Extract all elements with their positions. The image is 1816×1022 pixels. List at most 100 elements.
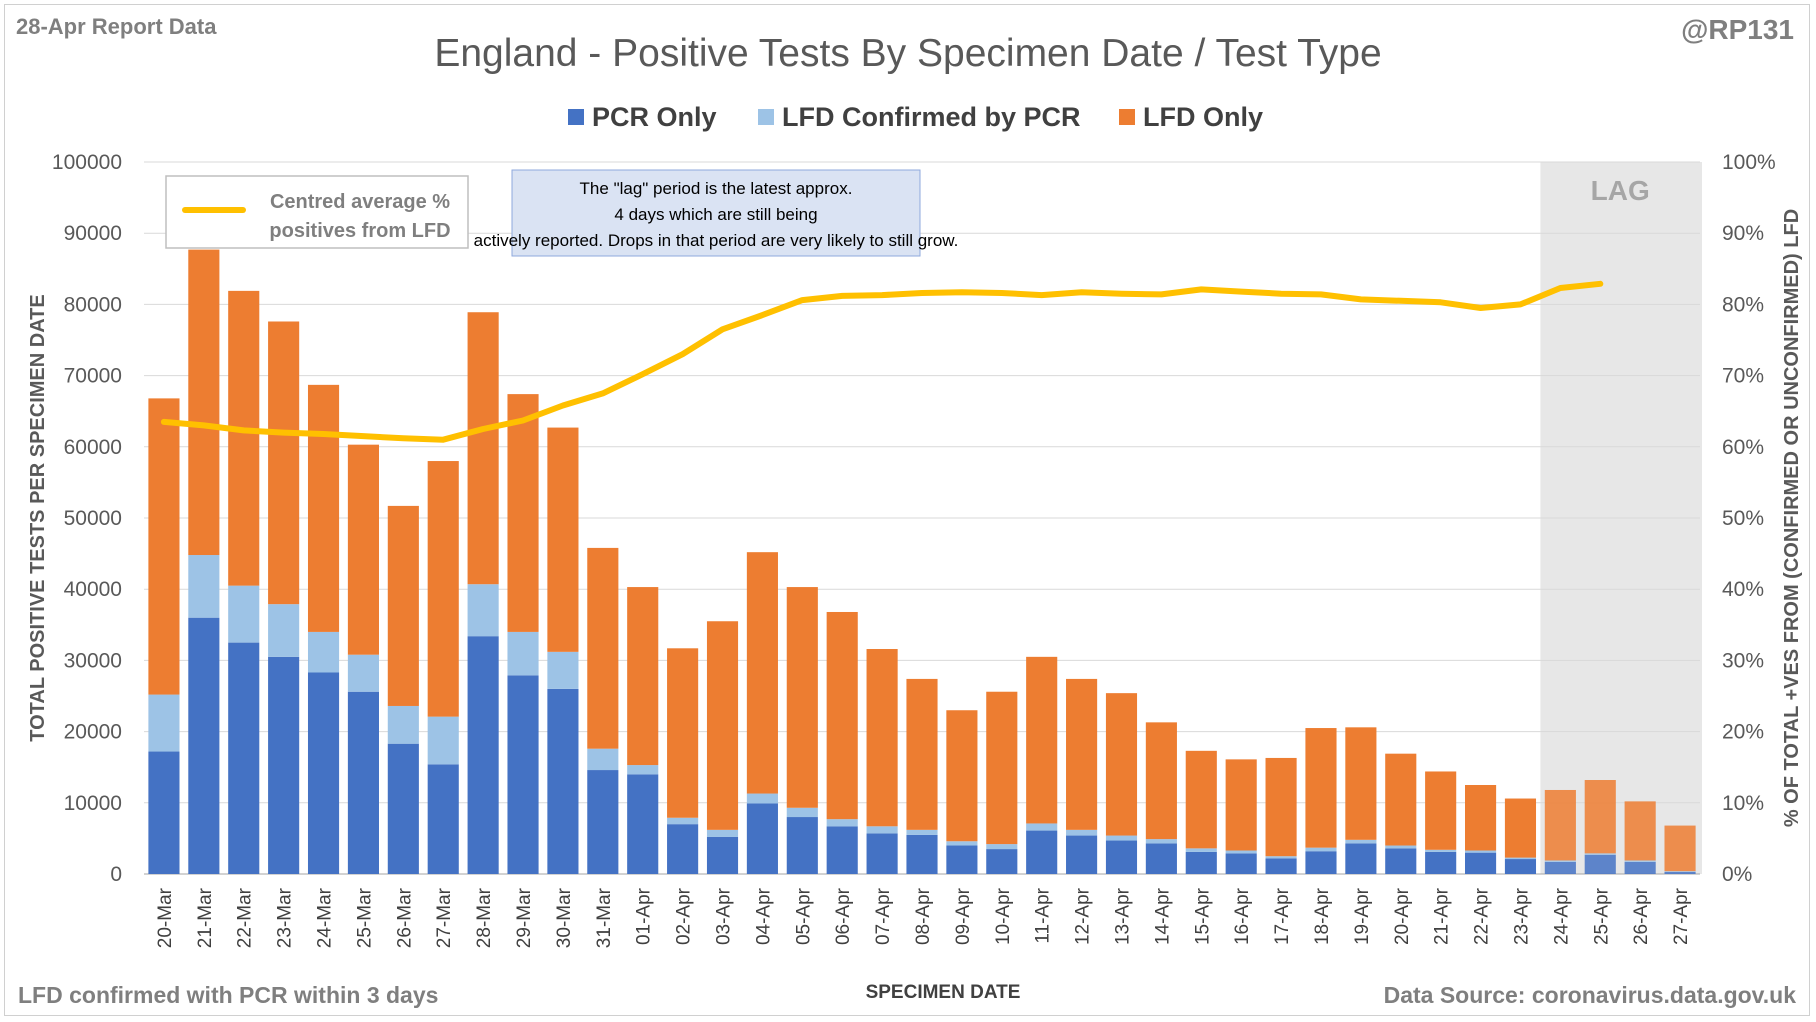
y-tick-label: 0: [110, 863, 122, 886]
legend-label: LFD Only: [1143, 102, 1263, 132]
x-tick-label: 25-Mar: [354, 887, 375, 948]
series-line-lfd-average: [160, 280, 1604, 443]
bar-lfd-confirmed-by-pcr: [706, 829, 739, 837]
lag-note-box: [511, 169, 921, 257]
bar-lfd-only: [667, 648, 699, 818]
bar-lfd-only: [746, 552, 778, 794]
y2-tick-label: 10%: [1722, 792, 1764, 815]
x-axis-title: SPECIMEN DATE: [866, 982, 1021, 1003]
x-tick-label: 21-Apr: [1432, 887, 1453, 945]
y2-tick-label: 90%: [1722, 222, 1764, 245]
x-tick-label: 22-Mar: [235, 887, 256, 948]
bar-lfd-confirmed-by-pcr: [307, 631, 340, 673]
lag-note-text: 4 days which are still being: [614, 205, 817, 224]
bar-lfd-confirmed-by-pcr: [1145, 839, 1177, 844]
bar-lfd-confirmed-by-pcr: [786, 807, 818, 818]
bar-pcr-only: [148, 751, 180, 874]
bar-pcr-only: [1624, 861, 1656, 874]
x-tick-label: 19-Apr: [1352, 887, 1373, 945]
x-tick-label: 09-Apr: [953, 887, 974, 945]
y2-axis-title: % OF TOTAL +VES FROM (CONFIRMED OR UNCON…: [1781, 209, 1803, 827]
bar-lfd-only: [307, 384, 340, 632]
bar-lfd-confirmed-by-pcr: [1305, 847, 1337, 852]
bar-lfd-confirmed-by-pcr: [667, 817, 699, 825]
bar-pcr-only: [627, 774, 659, 874]
bar-lfd-confirmed-by-pcr: [1066, 829, 1098, 836]
bar-lfd-confirmed-by-pcr: [467, 584, 499, 637]
line-legend-label: Centred average %: [270, 191, 450, 213]
legend-label: PCR Only: [592, 102, 717, 132]
bar-lfd-confirmed-by-pcr: [148, 694, 180, 752]
bar-pcr-only: [1105, 840, 1138, 874]
x-tick-label: 01-Apr: [634, 887, 655, 945]
bar-lfd-confirmed-by-pcr: [228, 585, 260, 643]
lag-note-text: The "lag" period is the latest approx.: [580, 179, 853, 198]
bar-lfd-confirmed-by-pcr: [268, 604, 300, 657]
y-axis-title: TOTAL POSITIVE TESTS PER SPECIMEN DATE: [27, 294, 49, 741]
bar-lfd-only: [547, 427, 579, 652]
x-tick-label: 12-Apr: [1073, 887, 1094, 945]
bar-lfd-confirmed-by-pcr: [906, 829, 938, 835]
lag-label: LAG: [1591, 175, 1650, 206]
bar-pcr-only: [1145, 843, 1177, 874]
bar-lfd-confirmed-by-pcr: [347, 654, 379, 692]
bar-lfd-confirmed-by-pcr: [1425, 849, 1457, 852]
bar-lfd-only: [1544, 789, 1576, 861]
x-tick-label: 04-Apr: [753, 887, 774, 945]
bar-lfd-only: [1465, 785, 1497, 851]
bar-lfd-only: [268, 321, 300, 605]
bar-pcr-only: [1265, 858, 1297, 874]
bar-lfd-only: [387, 505, 419, 706]
bar-pcr-only: [1385, 848, 1417, 874]
bar-pcr-only: [706, 836, 739, 874]
y2-tick-label: 50%: [1722, 507, 1764, 530]
y-tick-label: 10000: [64, 792, 122, 815]
bar-pcr-only: [427, 764, 459, 874]
bar-lfd-only: [467, 312, 499, 585]
bar-lfd-confirmed-by-pcr: [587, 748, 619, 771]
y2-tick-label: 60%: [1722, 436, 1764, 459]
bar-lfd-confirmed-by-pcr: [1105, 835, 1138, 841]
x-tick-label: 05-Apr: [793, 887, 814, 945]
bar-lfd-only: [826, 611, 858, 820]
bar-pcr-only: [587, 770, 619, 874]
bar-lfd-only: [1664, 825, 1696, 872]
bar-lfd-only: [1305, 728, 1337, 848]
bar-pcr-only: [1584, 854, 1616, 874]
y-tick-label: 20000: [64, 721, 122, 744]
bar-lfd-confirmed-by-pcr: [866, 826, 898, 834]
bar-lfd-only: [1425, 771, 1457, 850]
x-tick-label: 20-Mar: [155, 887, 176, 948]
x-tick-label: 15-Apr: [1192, 887, 1213, 945]
bar-pcr-only: [387, 743, 419, 874]
bar-pcr-only: [986, 849, 1018, 874]
x-tick-label: 21-Mar: [195, 887, 216, 948]
bar-lfd-only: [1105, 693, 1138, 836]
x-tick-label: 26-Mar: [394, 887, 415, 948]
bar-pcr-only: [1225, 853, 1257, 874]
x-tick-label: 23-Apr: [1511, 887, 1532, 945]
bar-lfd-only: [228, 290, 260, 586]
bar-lfd-confirmed-by-pcr: [826, 819, 858, 827]
y-tick-label: 40000: [64, 578, 122, 601]
bar-lfd-only: [1225, 759, 1257, 851]
bar-pcr-only: [1185, 851, 1217, 874]
legend-swatch: [1119, 109, 1135, 125]
y2-tick-label: 30%: [1722, 649, 1764, 672]
author-handle: @RP131: [1681, 14, 1794, 45]
bar-pcr-only: [1465, 852, 1497, 874]
bar-pcr-only: [507, 675, 539, 874]
bar-lfd-confirmed-by-pcr: [1664, 871, 1696, 872]
bar-pcr-only: [866, 833, 898, 874]
x-tick-label: 14-Apr: [1152, 887, 1173, 945]
x-tick-label: 23-Mar: [275, 887, 296, 948]
y-tick-label: 60000: [64, 436, 122, 459]
y2-tick-label: 0%: [1722, 863, 1752, 886]
bar-lfd-confirmed-by-pcr: [427, 716, 459, 765]
bar-pcr-only: [307, 672, 340, 874]
x-tick-label: 03-Apr: [714, 887, 735, 945]
bar-pcr-only: [347, 691, 379, 874]
x-tick-label: 10-Apr: [993, 887, 1014, 945]
x-tick-label: 07-Apr: [873, 887, 894, 945]
